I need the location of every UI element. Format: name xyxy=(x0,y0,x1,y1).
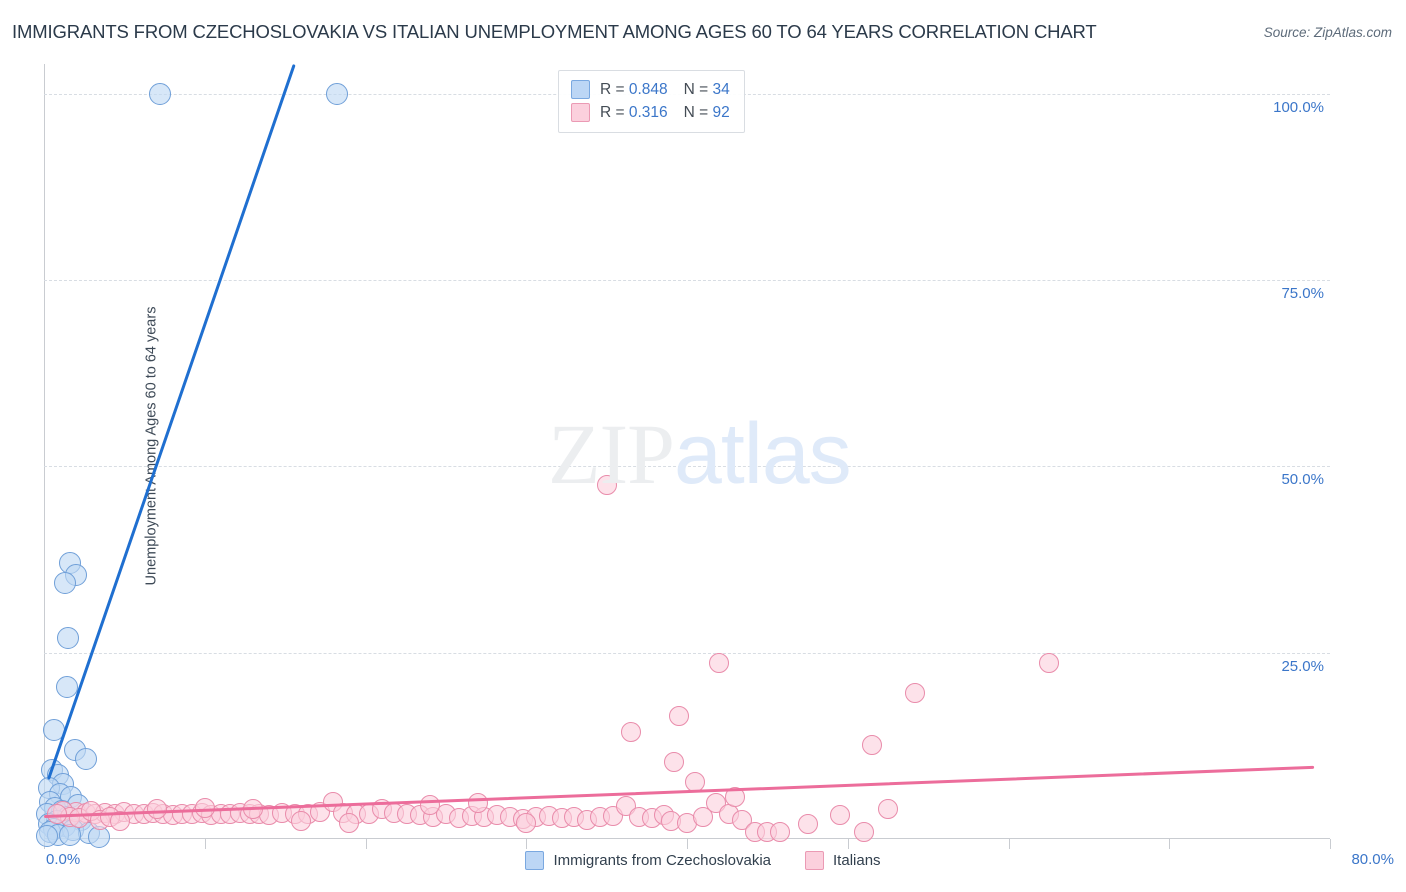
n-value-pink: 92 xyxy=(712,103,730,121)
x-tick-mark xyxy=(526,839,528,849)
y-axis-line xyxy=(44,64,45,839)
x-axis-line xyxy=(44,838,1330,839)
legend-item-immigrants[interactable]: Immigrants from Czechoslovakia xyxy=(525,851,771,870)
stats-swatch-italians-icon xyxy=(571,103,590,122)
x-tick-mark xyxy=(1008,839,1010,849)
legend-item-italians[interactable]: Italians xyxy=(805,851,881,870)
x-tick-label-max: 80.0% xyxy=(1351,851,1394,868)
x-tick-label-min: 0.0% xyxy=(46,851,81,868)
series-legend: Immigrants from Czechoslovakia Italians xyxy=(0,851,1406,870)
r-label-blue: R = xyxy=(600,80,625,98)
y-tick-label: 75.0% xyxy=(1281,285,1324,303)
scatter-point[interactable] xyxy=(693,806,714,827)
y-tick-label: 25.0% xyxy=(1281,657,1324,675)
r-value-pink: 0.316 xyxy=(628,103,668,121)
n-label-blue: N = xyxy=(683,80,709,98)
scatter-point[interactable] xyxy=(709,653,730,674)
x-tick-mark xyxy=(204,839,206,849)
stats-row-pink: R = 0.316 N = 92 xyxy=(571,101,730,124)
n-label-pink: N = xyxy=(683,103,709,121)
x-tick-mark xyxy=(687,839,688,849)
scatter-point[interactable] xyxy=(339,812,360,833)
scatter-point[interactable] xyxy=(596,475,617,496)
gridline-y xyxy=(44,280,1330,282)
x-tick-mark xyxy=(847,839,849,849)
x-tick-mark xyxy=(1169,839,1171,849)
scatter-point[interactable] xyxy=(325,82,348,105)
source-label: Source: ZipAtlas.com xyxy=(1263,25,1392,40)
scatter-point[interactable] xyxy=(853,822,874,843)
scatter-point[interactable] xyxy=(861,735,882,756)
scatter-point[interactable] xyxy=(516,812,537,833)
scatter-point[interactable] xyxy=(877,799,898,820)
scatter-point[interactable] xyxy=(74,747,97,770)
scatter-point[interactable] xyxy=(620,722,641,743)
correlation-stats-box: R = 0.848 N = 34 R = 0.316 N = 92 xyxy=(558,70,745,133)
legend-label-italians: Italians xyxy=(833,852,881,869)
stats-text-blue: R = 0.848 N = 34 xyxy=(600,81,730,99)
scatter-point[interactable] xyxy=(829,805,850,826)
legend-swatch-italians-icon xyxy=(805,851,825,870)
stats-text-pink: R = 0.316 N = 92 xyxy=(600,104,730,122)
x-tick-mark xyxy=(365,839,367,849)
r-label-pink: R = xyxy=(600,103,625,121)
y-tick-label: 100.0% xyxy=(1273,98,1324,116)
stats-row-blue: R = 0.848 N = 34 xyxy=(571,78,730,101)
scatter-point[interactable] xyxy=(55,675,78,698)
gridline-y xyxy=(44,466,1330,468)
scatter-point[interactable] xyxy=(905,682,926,703)
gridline-y xyxy=(44,652,1330,654)
scatter-point[interactable] xyxy=(664,752,685,773)
plot-area: 25.0% 50.0% 75.0% 100.0% xyxy=(36,64,1331,849)
scatter-point[interactable] xyxy=(148,82,171,105)
scatter-point[interactable] xyxy=(36,825,59,848)
scatter-point[interactable] xyxy=(1038,653,1059,674)
scatter-point[interactable] xyxy=(146,799,167,820)
scatter-point[interactable] xyxy=(770,821,791,842)
scatter-point[interactable] xyxy=(53,571,76,594)
legend-swatch-immigrants-icon xyxy=(525,851,545,870)
scatter-point[interactable] xyxy=(57,626,80,649)
stats-swatch-immigrants-icon xyxy=(571,80,590,99)
scatter-point[interactable] xyxy=(419,794,440,815)
legend-label-immigrants: Immigrants from Czechoslovakia xyxy=(553,852,772,869)
n-value-blue: 34 xyxy=(712,80,730,98)
trendline xyxy=(47,64,296,781)
x-tick-mark xyxy=(1330,839,1331,849)
scatter-point[interactable] xyxy=(291,811,312,832)
page-title: IMMIGRANTS FROM CZECHOSLOVAKIA VS ITALIA… xyxy=(12,21,1097,42)
y-tick-label: 50.0% xyxy=(1281,471,1324,489)
trendline xyxy=(44,765,1315,819)
scatter-point[interactable] xyxy=(668,706,689,727)
scatter-point[interactable] xyxy=(797,814,818,835)
r-value-blue: 0.848 xyxy=(628,80,668,98)
